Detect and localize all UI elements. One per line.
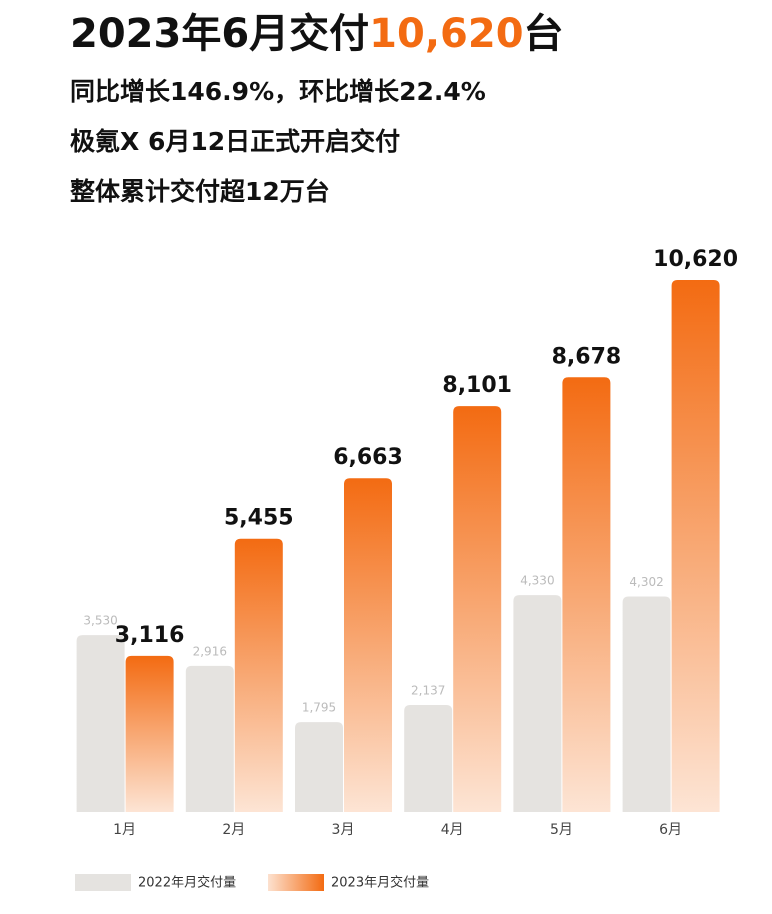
bar (513, 595, 562, 812)
x-tick-label: 2月 (222, 822, 245, 838)
data-label: 10,620 (653, 247, 738, 272)
bar (185, 665, 234, 812)
x-tick-label: 6月 (659, 822, 682, 838)
legend-label: 2023年月交付量 (331, 875, 429, 891)
data-label: 1,795 (302, 701, 336, 715)
x-tick-label: 3月 (332, 822, 355, 838)
data-label: 8,678 (552, 344, 622, 369)
subtitle: 极氪X 6月12日正式开启交付 (70, 127, 400, 156)
title-part: 2023年6月交付 (70, 11, 369, 57)
x-tick-label: 5月 (550, 822, 573, 838)
chart-title: 2023年6月交付10,620台 (70, 11, 564, 57)
bar (295, 722, 343, 812)
title-highlight: 10,620 (369, 11, 523, 57)
legend-swatch (268, 874, 324, 891)
bar (622, 596, 671, 812)
bar (344, 478, 392, 812)
bar (404, 704, 453, 812)
bar (125, 655, 174, 812)
subtitle: 同比增长146.9%，环比增长22.4% (70, 77, 486, 106)
data-label: 6,663 (333, 445, 403, 470)
x-tick-label: 1月 (113, 822, 136, 838)
data-label: 8,101 (442, 373, 512, 398)
bar (671, 280, 720, 812)
bar (76, 635, 125, 812)
title-part: 台 (524, 11, 564, 57)
subtitle: 整体累计交付超12万台 (70, 177, 330, 206)
data-label: 3,116 (115, 623, 185, 648)
legend-label: 2022年月交付量 (138, 875, 236, 891)
legend-swatch (75, 874, 131, 891)
data-label: 3,530 (83, 614, 117, 628)
bar (453, 406, 502, 812)
bar (562, 377, 611, 812)
data-label: 2,916 (193, 644, 227, 658)
data-label: 2,137 (411, 683, 445, 697)
bar (234, 538, 283, 812)
x-tick-label: 4月 (441, 822, 464, 838)
data-label: 5,455 (224, 506, 294, 531)
data-label: 4,330 (520, 574, 554, 588)
data-label: 4,302 (629, 575, 663, 589)
